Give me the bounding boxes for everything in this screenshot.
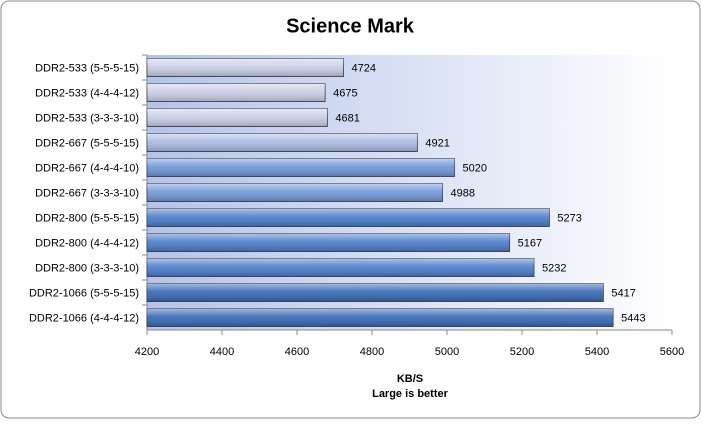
y-tick-label: DDR2-800 (5-5-5-15) [35,212,139,224]
data-label: 4681 [335,112,359,124]
bar-shine [147,208,550,227]
bar-shine [147,308,614,327]
chart-title: Science Mark [286,15,415,37]
bar-shine [147,133,418,152]
y-tick-label: DDR2-800 (3-3-3-10) [35,262,139,274]
bar-shine [147,58,344,77]
y-tick-label: DDR2-533 (3-3-3-10) [35,112,139,124]
y-tick-label: DDR2-667 (5-5-5-15) [35,137,139,149]
y-tick-label: DDR2-533 (5-5-5-15) [35,62,139,74]
x-tick-label: 5600 [660,346,684,358]
data-label: 4988 [451,187,475,199]
y-tick-label: DDR2-1066 (5-5-5-15) [29,287,139,299]
bar-shine [147,158,455,177]
data-label: 4675 [333,87,357,99]
x-tick-label: 4200 [135,346,159,358]
x-axis-subtitle: Large is better [372,388,449,400]
x-tick-label: 4400 [210,346,234,358]
x-tick-label: 5000 [435,346,459,358]
bar-shine [147,233,510,252]
y-tick-label: DDR2-667 (4-4-4-10) [35,162,139,174]
bar-shine [147,108,328,127]
data-label: 5417 [611,287,635,299]
x-tick-label: 4800 [360,346,384,358]
bar-shine [147,83,326,102]
data-label: 5273 [557,212,581,224]
y-tick-label: DDR2-800 (4-4-4-12) [35,237,139,249]
data-label: 5020 [463,162,487,174]
data-label: 4724 [352,62,376,74]
y-tick-label: DDR2-533 (4-4-4-12) [35,87,139,99]
data-label: 5443 [621,312,645,324]
y-tick-label: DDR2-1066 (4-4-4-12) [29,312,139,324]
x-axis-title: KB/S [397,373,423,385]
x-tick-label: 5400 [585,346,609,358]
data-label: 5167 [518,237,542,249]
bar-shine [147,183,443,202]
x-tick-label: 5200 [510,346,534,358]
x-tick-label: 4600 [285,346,309,358]
data-label: 5232 [542,262,566,274]
bar-shine [147,283,604,302]
bar-shine [147,258,534,277]
y-tick-label: DDR2-667 (3-3-3-10) [35,187,139,199]
data-label: 4921 [425,137,449,149]
